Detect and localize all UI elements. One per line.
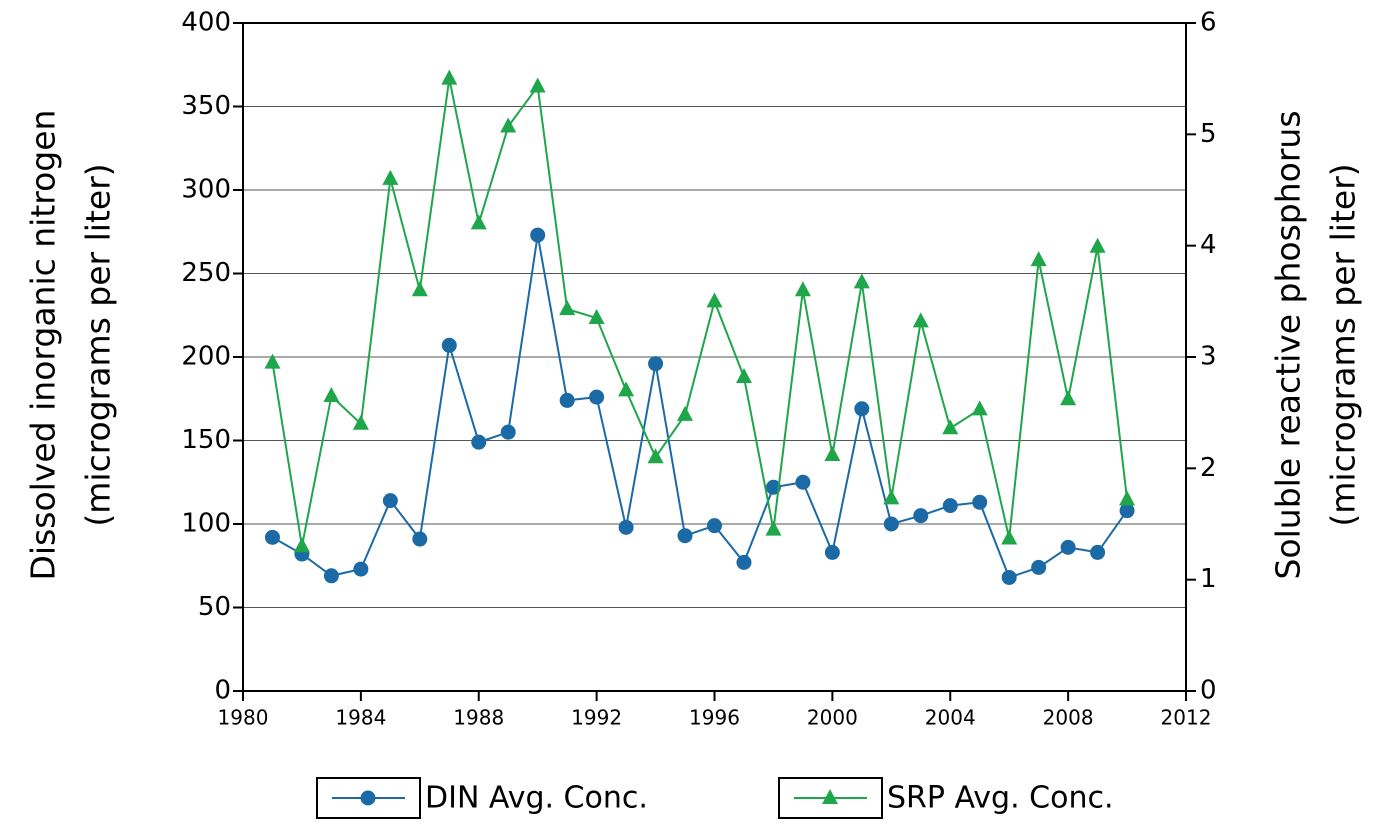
y-tick-label: 150: [181, 425, 231, 455]
data-point: [707, 518, 722, 534]
legend-label: DIN Avg. Conc.: [425, 781, 648, 816]
data-point: [794, 281, 811, 297]
x-tick-label: 1984: [335, 706, 386, 730]
x-tick-label: 1988: [453, 706, 504, 730]
data-point: [1001, 529, 1018, 545]
y-tick-label: 250: [181, 258, 231, 288]
data-point: [971, 400, 988, 416]
legend-label: SRP Avg. Conc.: [887, 781, 1114, 816]
data-point: [942, 419, 959, 435]
data-point: [382, 493, 398, 509]
data-point: [470, 214, 487, 230]
data-point: [795, 474, 811, 490]
y-tick-label: 300: [181, 175, 231, 205]
legend-box: [316, 777, 421, 819]
data-point: [824, 445, 841, 461]
data-point: [853, 273, 870, 289]
data-point: [1031, 559, 1047, 575]
data-point: [1030, 251, 1047, 267]
data-point: [677, 405, 694, 421]
series-line: [271, 234, 1128, 579]
plot-frame: [242, 22, 1187, 692]
y2-tick-label: 4: [1200, 230, 1217, 260]
legend-marker: [822, 789, 838, 804]
data-point: [500, 117, 517, 133]
data-point: [1090, 544, 1106, 560]
data-point: [264, 353, 281, 369]
y-tick-label: 200: [181, 342, 231, 372]
data-point: [353, 561, 369, 577]
y2-axis-title: (micrograms per liter): [1324, 163, 1363, 526]
data-point: [824, 544, 840, 560]
data-point: [854, 401, 870, 417]
data-point: [1089, 237, 1106, 253]
y-axis-title: Dissolved inorganic nitrogen: [24, 110, 63, 581]
data-point: [618, 381, 635, 397]
data-point: [412, 531, 428, 547]
y2-tick-label: 1: [1200, 564, 1217, 594]
data-point: [589, 389, 605, 405]
data-point: [618, 519, 634, 535]
data-point: [529, 77, 546, 93]
data-point: [648, 356, 664, 372]
data-point: [1060, 390, 1077, 406]
data-point: [559, 392, 575, 408]
data-point: [323, 386, 340, 402]
data-point: [559, 300, 576, 316]
data-point: [912, 312, 929, 328]
data-point: [647, 448, 664, 464]
x-tick-label: 1996: [689, 706, 740, 730]
y2-tick-label: 0: [1200, 676, 1217, 706]
data-point: [677, 528, 693, 544]
x-tick-label: 1992: [571, 706, 622, 730]
y2-axis-title: Soluble reactive phosphorus: [1269, 110, 1308, 579]
data-point: [500, 424, 516, 440]
data-point: [913, 508, 929, 524]
data-point: [441, 337, 457, 353]
series-line: [271, 78, 1129, 547]
data-point: [972, 494, 988, 510]
y-tick-label: 0: [214, 676, 231, 706]
data-point: [1119, 503, 1135, 519]
legend-item: SRP Avg. Conc.: [778, 777, 1114, 819]
legend-marker: [360, 790, 376, 806]
x-tick-label: 2004: [925, 706, 976, 730]
y-tick-label: 100: [181, 509, 231, 539]
data-point: [883, 516, 899, 532]
x-tick-label: 1980: [218, 706, 269, 730]
data-point: [883, 489, 900, 505]
x-tick-label: 2000: [807, 706, 858, 730]
data-point: [530, 227, 546, 243]
data-point: [411, 281, 428, 297]
data-point: [1001, 569, 1017, 585]
y2-tick-label: 3: [1200, 342, 1217, 372]
data-point: [471, 434, 487, 450]
y2-tick-label: 6: [1200, 8, 1217, 38]
data-point: [293, 537, 310, 553]
data-point: [735, 368, 752, 384]
data-point: [736, 554, 752, 570]
y-tick-label: 350: [181, 91, 231, 121]
data-point: [1060, 539, 1076, 555]
legend-item: DIN Avg. Conc.: [316, 777, 648, 819]
data-point: [352, 414, 369, 430]
y-tick-label: 50: [198, 592, 231, 622]
legend-box: [778, 777, 883, 819]
y2-tick-label: 2: [1200, 453, 1217, 483]
x-tick-label: 2008: [1043, 706, 1094, 730]
data-point: [706, 292, 723, 308]
data-point: [441, 69, 458, 85]
data-point: [765, 520, 782, 536]
data-point: [264, 529, 280, 545]
y-axis-title: (micrograms per liter): [79, 163, 118, 526]
data-point: [588, 309, 605, 325]
data-point: [323, 568, 339, 584]
data-point: [1119, 490, 1136, 506]
y-tick-label: 400: [181, 8, 231, 38]
x-tick-label: 2012: [1161, 706, 1212, 730]
data-point: [942, 498, 958, 514]
data-point: [382, 169, 399, 185]
y2-tick-label: 5: [1200, 119, 1217, 149]
